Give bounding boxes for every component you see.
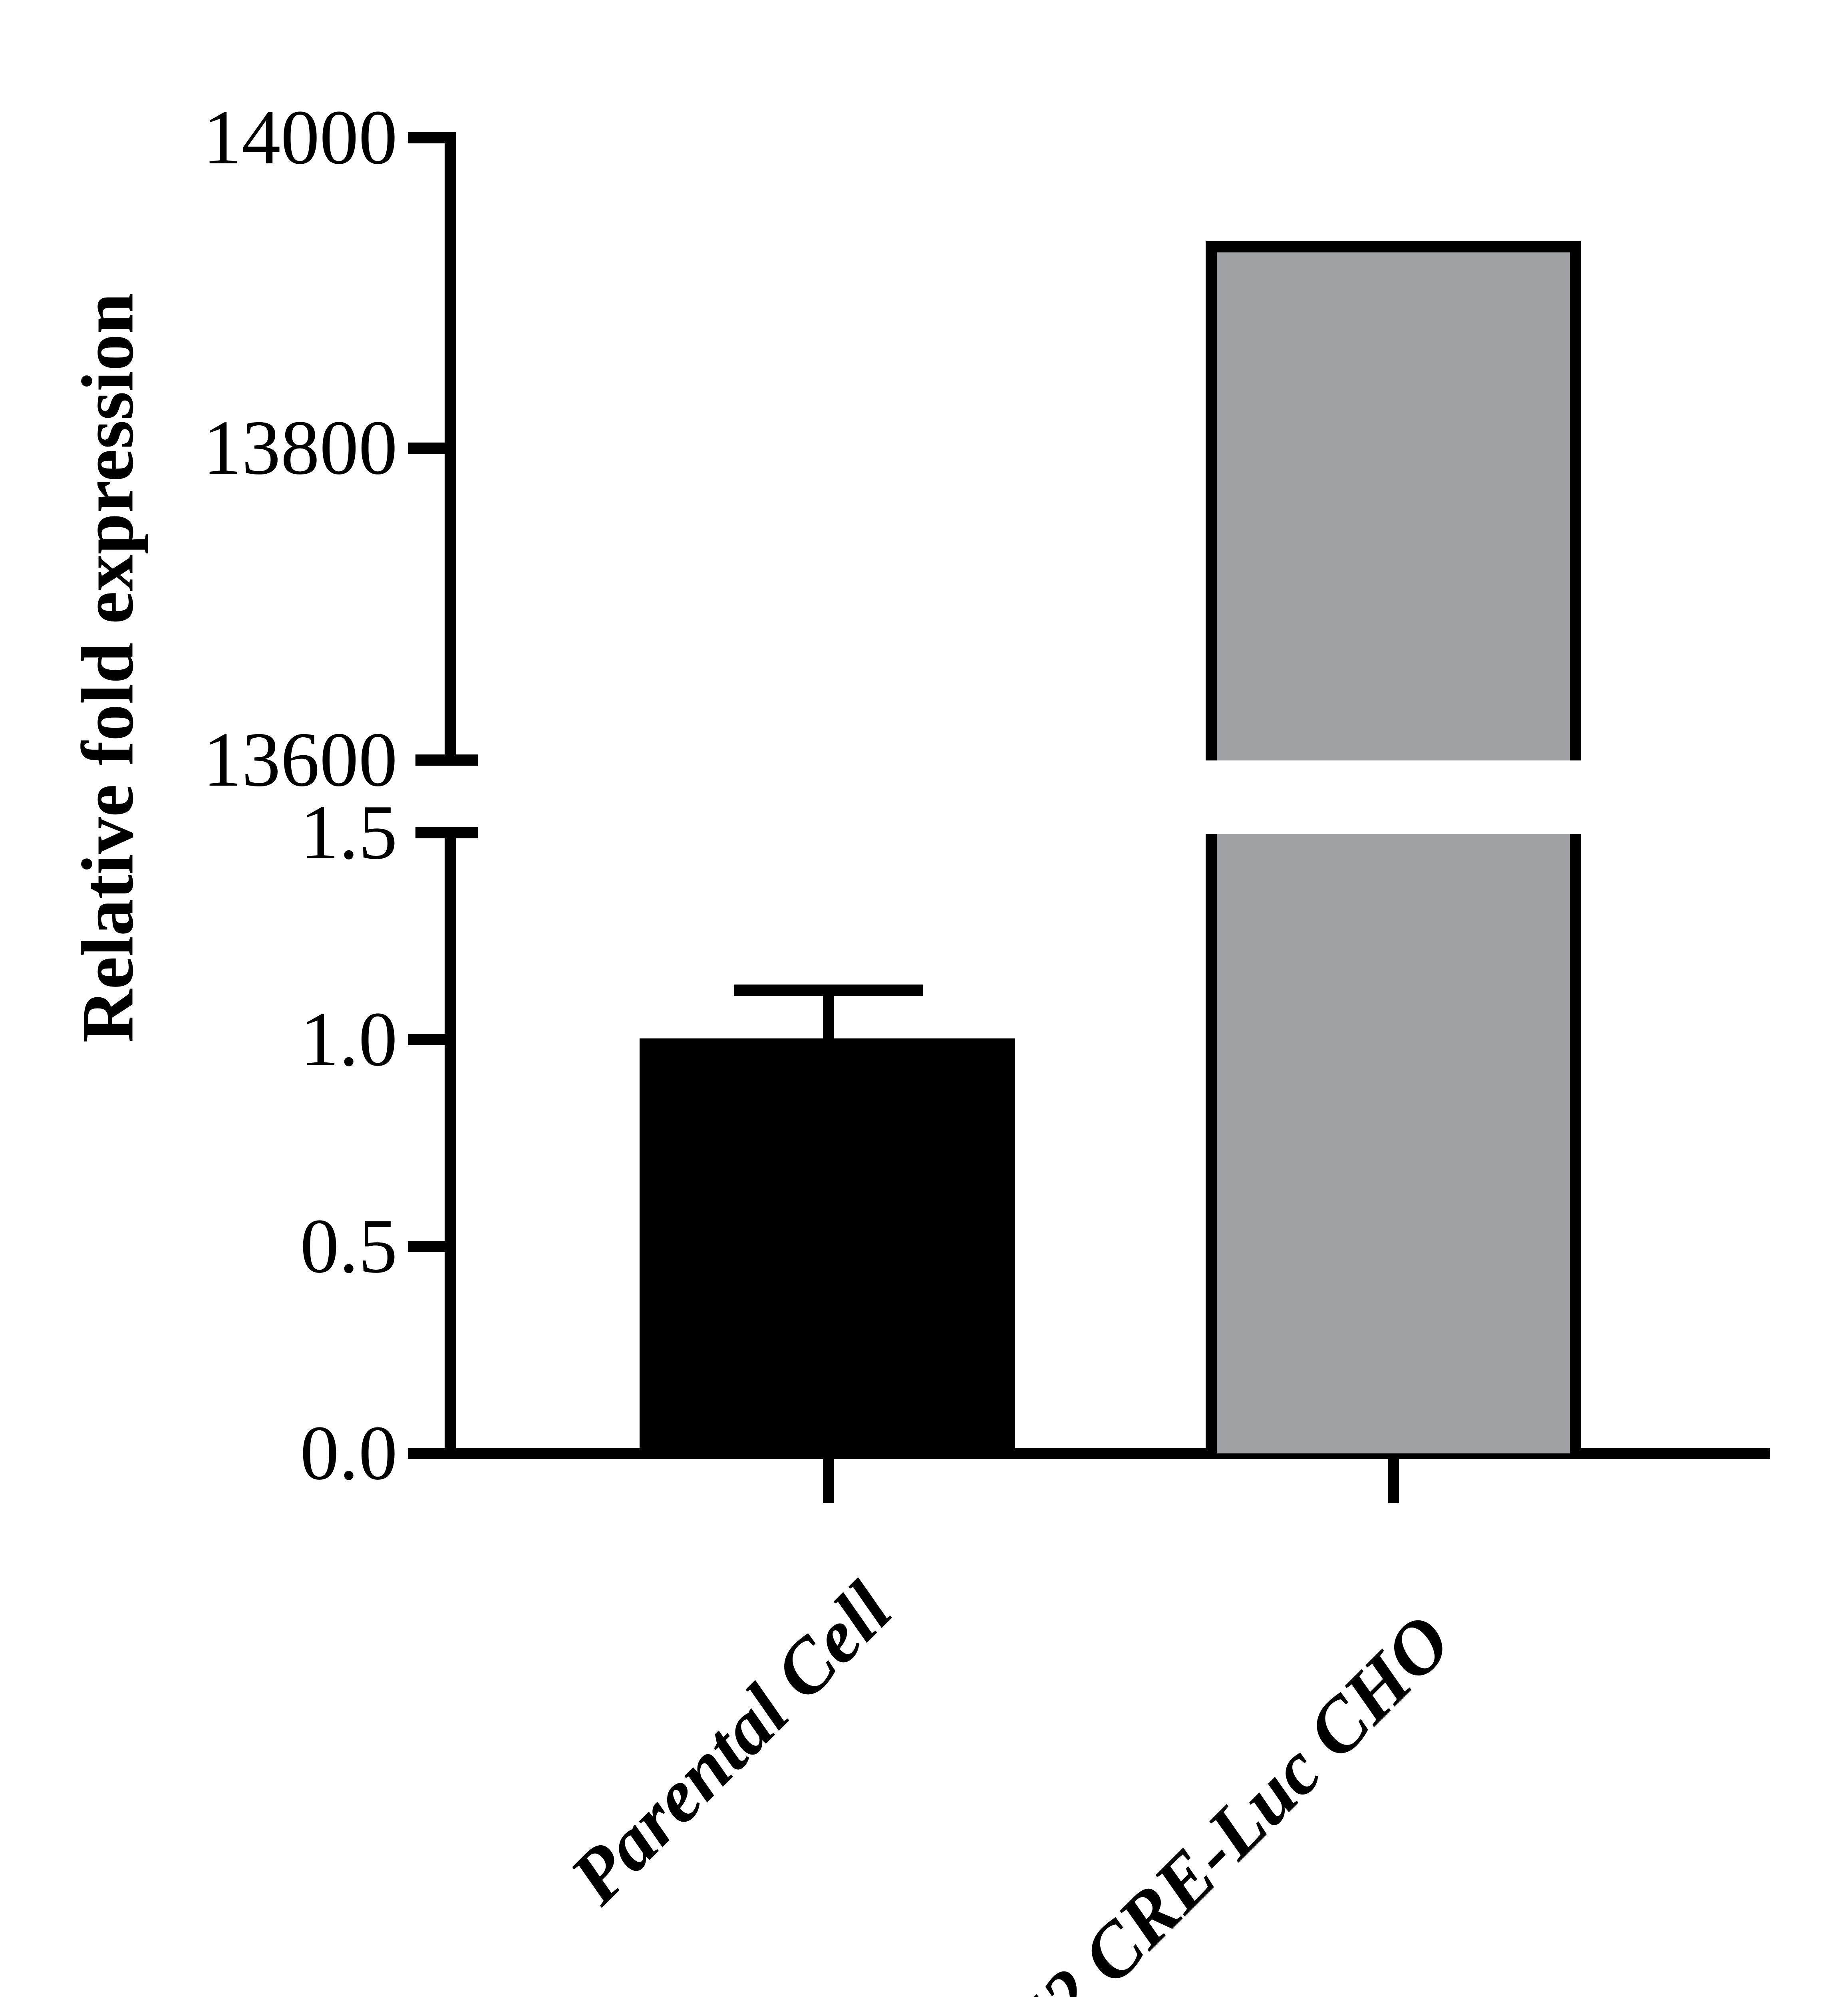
x-tick-gpr52 — [1388, 1459, 1399, 1503]
bar-gpr52-upper-segment — [1206, 241, 1581, 760]
y-tick-0p5 — [408, 1241, 456, 1252]
x-category-label-parental-cell: Parental Cell — [554, 1566, 908, 1920]
y-tick-label-1p5: 1.5 — [300, 789, 397, 875]
y-tick-label-0p0: 0.0 — [300, 1410, 397, 1496]
y-tick-1p5-break — [415, 827, 478, 838]
error-bar-whisker-parental — [823, 990, 834, 1054]
y-axis-title: Relative fold expression — [67, 293, 149, 1043]
x-category-label-gpr52: GPR52 CRE-Luc CHO — [891, 1598, 1467, 1997]
y-tick-14000 — [408, 132, 456, 143]
bar-parental-cell — [640, 1038, 1015, 1453]
error-bar-cap-parental — [734, 985, 923, 996]
y-tick-13800 — [408, 443, 456, 454]
y-tick-0p0 — [408, 1448, 456, 1459]
y-tick-label-1p0: 1.0 — [300, 996, 397, 1082]
y-tick-label-13600: 13600 — [203, 717, 398, 803]
y-tick-label-14000: 14000 — [203, 94, 398, 181]
y-axis-line-lower-segment — [445, 833, 456, 1459]
y-tick-label-0p5: 0.5 — [300, 1203, 397, 1289]
y-tick-1p0 — [408, 1034, 456, 1045]
x-tick-parental-cell — [823, 1459, 834, 1503]
y-tick-13600-break — [415, 754, 478, 766]
bar-gpr52-lower-segment — [1206, 834, 1581, 1453]
y-tick-label-13800: 13800 — [203, 405, 398, 491]
